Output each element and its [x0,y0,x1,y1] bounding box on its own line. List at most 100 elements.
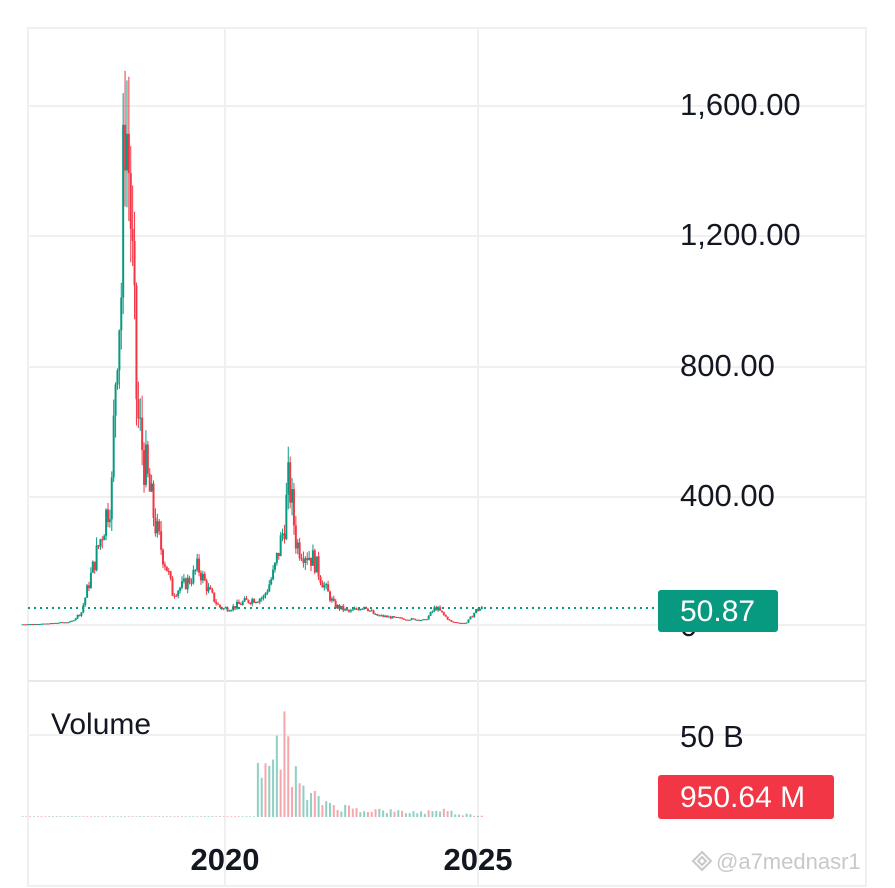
candle-body [380,615,383,617]
candle-body [281,533,284,536]
candle-body [321,582,324,588]
candle-body [179,587,182,591]
volume-bar [180,816,183,817]
volume-bar [29,816,32,817]
candle-body [344,608,347,611]
candle-body [36,624,39,626]
volume-bar [89,816,92,817]
volume-bar [359,812,362,817]
candle-body [143,450,146,485]
candle-body [313,550,316,573]
candle-body [437,607,440,611]
volume-bar [370,811,373,817]
candle-body [277,552,280,557]
volume-bar [420,811,423,817]
candle-body [196,558,199,570]
volume-bar [473,815,476,817]
candle-body [365,606,368,609]
candle-body [414,618,417,621]
candle-body [247,599,250,603]
candle-body [446,616,449,620]
candle-body [34,623,37,625]
candle-body [410,618,413,620]
candle-body [302,559,305,563]
candle-body [338,605,341,610]
volume-bar [401,810,404,817]
candle-body [452,621,455,623]
candle-body [169,571,172,579]
candle-body [23,624,26,626]
candle-body [465,622,468,624]
volume-bar [184,816,187,817]
candle-body [245,598,248,600]
volume-bar [458,814,461,817]
candle-body [188,577,191,583]
candle-body [182,578,185,582]
volume-bar [321,805,324,817]
candle-body [315,556,318,573]
candle-body [103,535,106,541]
candle-body [40,623,43,625]
volume-bar [385,813,388,817]
volume-bar [336,810,339,817]
candle-body [110,477,113,520]
candle-body [32,623,35,625]
candle-body [374,613,377,615]
candle-body [38,623,41,625]
candle-body [467,619,470,623]
candle-body [439,607,442,611]
candle-body [78,614,81,616]
candle-body [101,539,104,541]
candle-body [408,619,411,621]
candle-body [382,615,385,617]
candle-body [421,619,424,621]
candle-body [296,542,299,549]
candle-body [139,417,142,419]
candle-body [211,589,214,593]
candle-body [376,613,379,616]
candle-body [454,622,457,624]
candle-body [328,591,331,601]
candle-body [31,624,34,626]
volume-bar [127,816,130,817]
candle-body [122,124,125,298]
candle-body [97,545,100,547]
candle-body [131,228,134,241]
volume-bar [215,816,218,817]
candle-body [384,615,387,617]
volume-bar [177,816,180,817]
candle-body [154,517,157,534]
candle-body [478,609,481,611]
candle-body [444,614,447,617]
volume-bar [143,816,146,817]
volume-bar [32,816,35,817]
volume-bar [454,814,457,817]
candle-body [273,562,276,570]
volume-bar [435,810,438,817]
volume-bar [249,816,252,817]
candle-body [378,615,381,617]
candle-body [429,611,432,616]
chart-frame [27,27,867,887]
volume-bar [116,816,119,817]
time-tick-2025: 2025 [444,842,513,877]
candle-body [412,618,415,620]
volume-bar [139,816,142,817]
candle-body [173,595,176,597]
volume-bar [169,816,172,817]
candle-body [190,582,193,584]
volume-bar [112,816,115,817]
last-price-value: 50.87 [680,595,755,628]
volume-bar [253,816,256,817]
volume-bar [382,810,385,817]
candle-body [310,557,313,566]
volume-bar [135,816,138,817]
candle-body [359,609,362,611]
candle-body [420,620,423,622]
candle-body [152,483,155,518]
volume-bar [328,802,331,817]
volume-bar [355,808,358,817]
volume-bar [275,735,278,817]
volume-bar [226,816,229,817]
